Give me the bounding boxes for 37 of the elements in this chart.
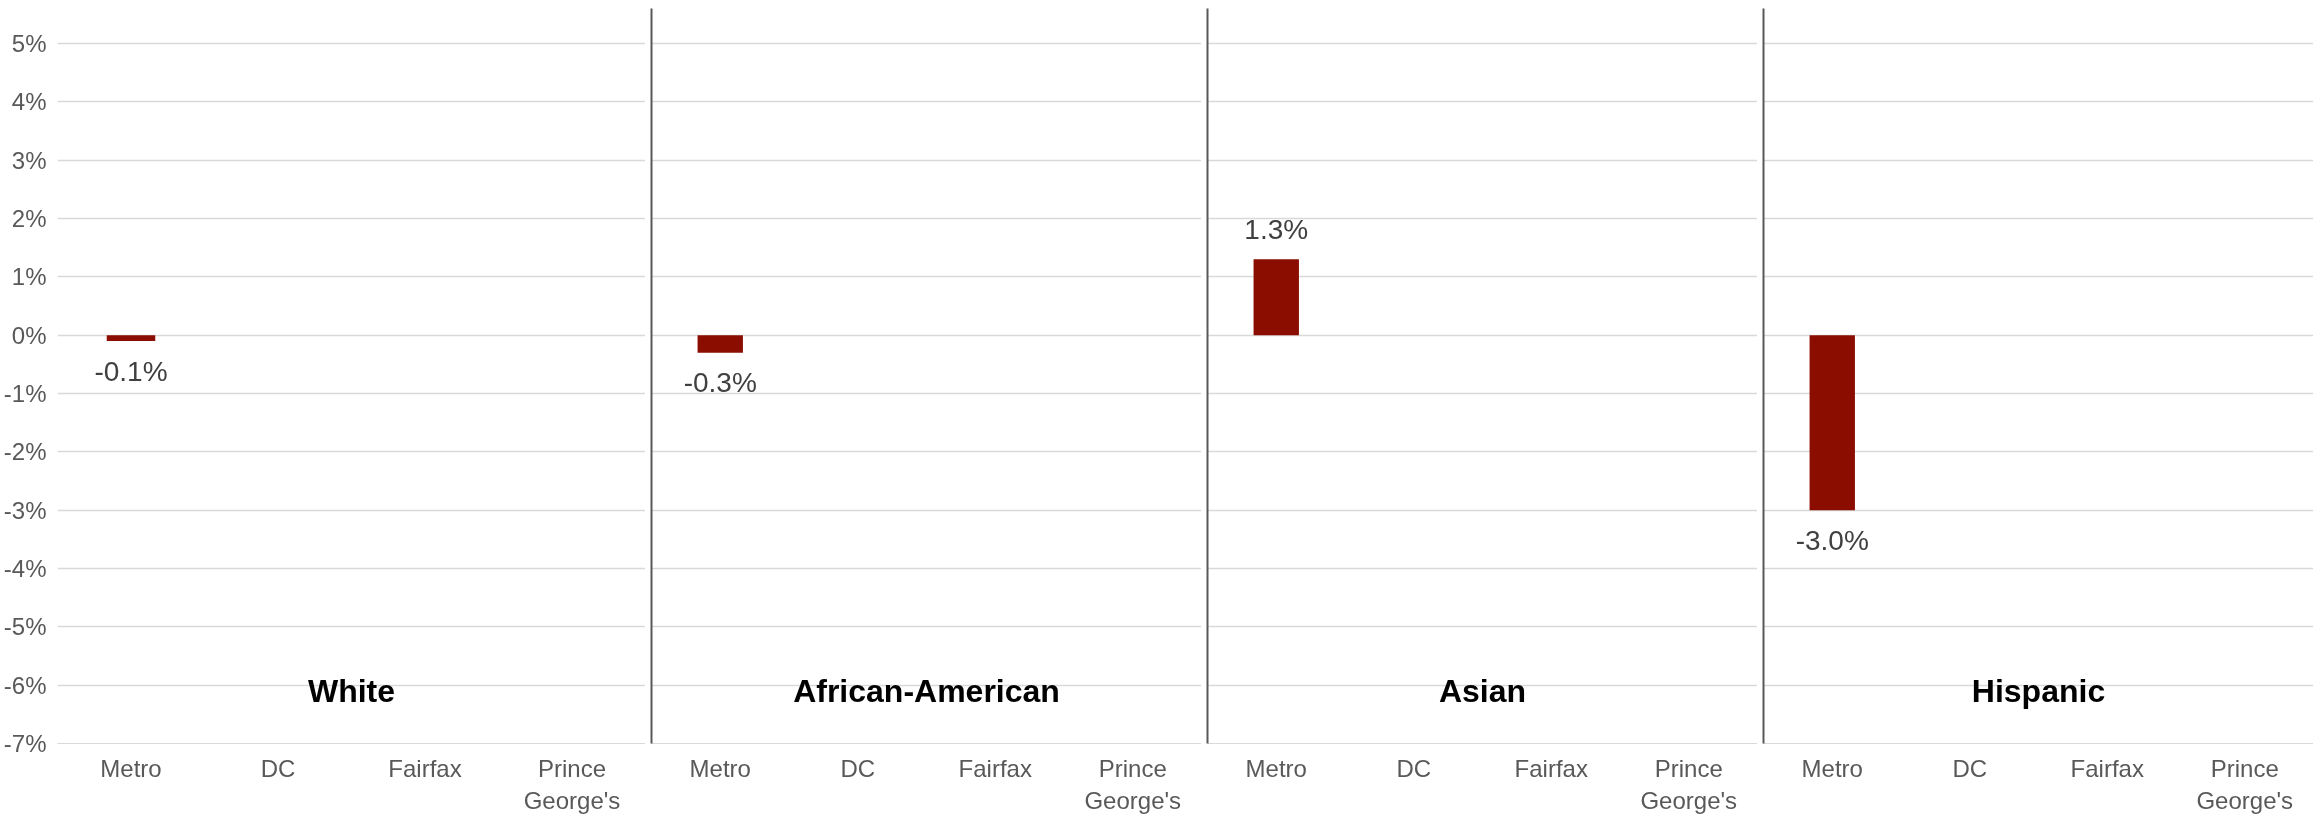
y-tick-label: -3% bbox=[3, 496, 47, 524]
x-tick-label: DC bbox=[1952, 754, 1988, 782]
annotation: Asian bbox=[1438, 673, 1527, 709]
y-tick-label: 5% bbox=[11, 30, 47, 57]
x-tick-label: Fairfax bbox=[388, 754, 462, 782]
data-label: -0.3% bbox=[683, 367, 757, 399]
x-tick-label: DC bbox=[1396, 754, 1432, 782]
y-tick-label: 1% bbox=[11, 263, 47, 291]
annotation: African-American bbox=[793, 673, 1060, 709]
y-tick-label: -7% bbox=[3, 730, 47, 757]
y-tick-label: -5% bbox=[3, 613, 47, 641]
x-tick-label: DC bbox=[260, 754, 296, 782]
annotation: Hispanic bbox=[1971, 673, 2106, 709]
data-label: -3.0% bbox=[1795, 524, 1869, 556]
x-tick-label: Prince George's bbox=[2196, 754, 2294, 814]
y-tick-label: 3% bbox=[11, 146, 47, 174]
x-tick-label: Fairfax bbox=[1514, 754, 1588, 782]
y-tick-label: 0% bbox=[11, 321, 47, 349]
annotation: White bbox=[307, 673, 396, 709]
x-tick-label: Fairfax bbox=[2070, 754, 2144, 782]
data-label: 1.3% bbox=[1244, 213, 1309, 245]
y-tick-label: 2% bbox=[11, 205, 47, 232]
x-tick-label: Prince George's bbox=[1640, 754, 1738, 814]
x-tick-label: Metro bbox=[100, 754, 162, 782]
x-tick-label: Metro bbox=[1245, 754, 1307, 782]
x-tick-label: DC bbox=[840, 754, 876, 782]
y-tick-label: -6% bbox=[3, 671, 47, 699]
data-label: -0.1% bbox=[94, 355, 168, 387]
x-tick-label: Prince George's bbox=[523, 754, 621, 814]
x-tick-label: Prince George's bbox=[1084, 754, 1182, 814]
x-tick-label: Metro bbox=[1801, 754, 1863, 782]
x-tick-label: Fairfax bbox=[958, 754, 1032, 782]
y-tick-label: -2% bbox=[3, 438, 47, 466]
y-tick-label: -1% bbox=[3, 380, 47, 407]
y-tick-label: -4% bbox=[3, 555, 47, 582]
x-tick-label: Metro bbox=[689, 754, 751, 782]
y-tick-label: 4% bbox=[11, 88, 47, 116]
